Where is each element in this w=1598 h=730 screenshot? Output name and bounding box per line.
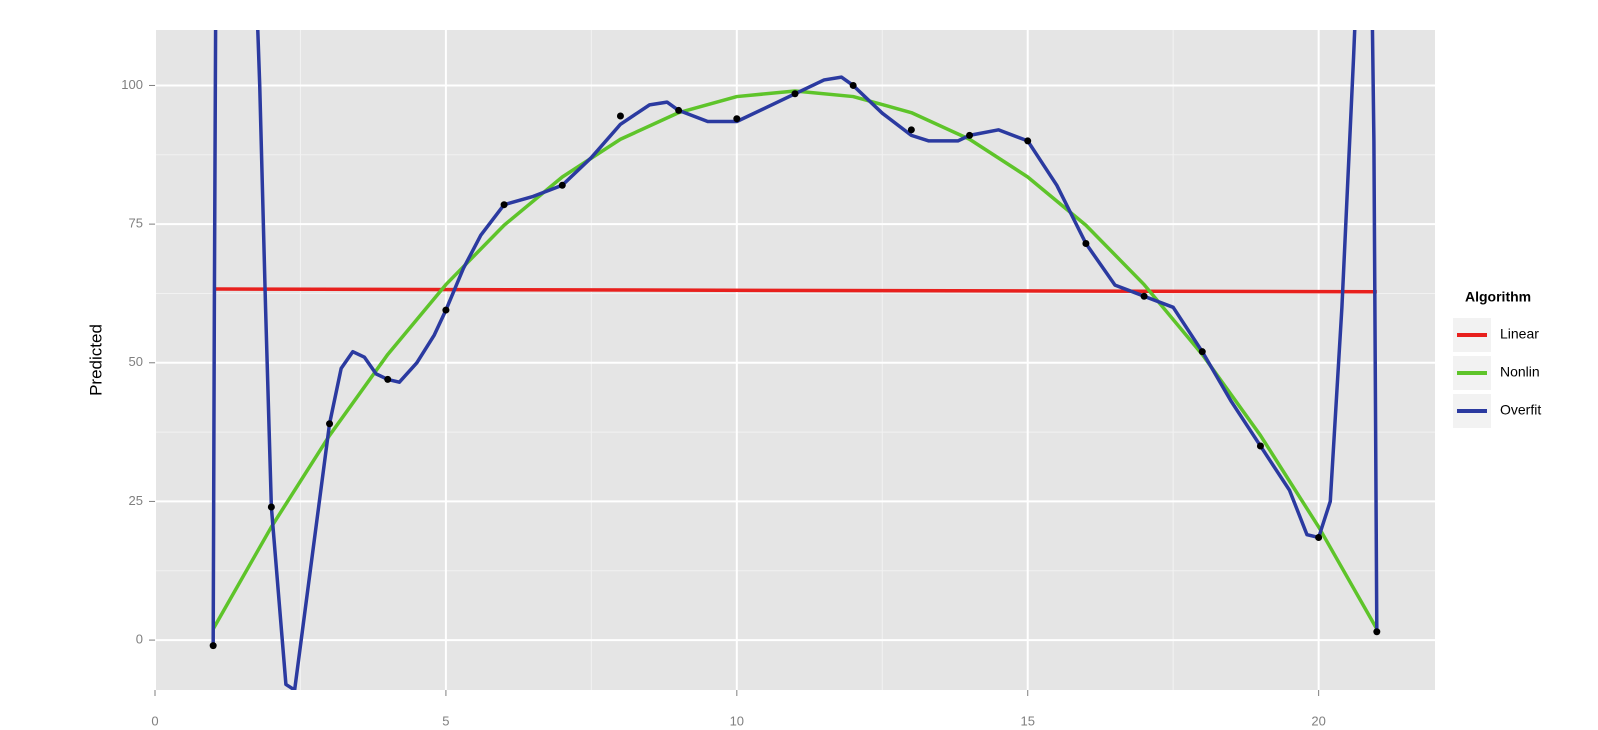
data-point [500, 201, 508, 209]
x-tick-label: 10 [730, 713, 744, 728]
data-point [326, 420, 334, 428]
series-line [211, 30, 1379, 690]
data-point [442, 306, 450, 314]
data-point [616, 112, 624, 120]
data-point [1082, 240, 1090, 248]
data-point [966, 131, 974, 139]
plot-area [209, 30, 1381, 690]
data-point [209, 642, 217, 650]
y-tick-label: 25 [129, 493, 143, 508]
data-point [1373, 628, 1381, 636]
x-tick-label: 5 [442, 713, 449, 728]
y-tick-label: 100 [121, 77, 143, 92]
data-point [849, 81, 857, 89]
data-point [384, 375, 392, 383]
y-axis-title: Predicted [86, 324, 105, 396]
x-tick-label: 0 [151, 713, 158, 728]
data-point [907, 126, 915, 134]
x-tick-label: 20 [1311, 713, 1325, 728]
axes: 0 25 50 75 100 0 5 10 15 20 [121, 77, 1326, 729]
data-point [1256, 442, 1264, 450]
legend-label: Linear [1500, 326, 1539, 342]
legend: Linear Nonlin Overfit [1453, 318, 1541, 428]
data-point [675, 106, 683, 114]
data-point [791, 90, 799, 98]
y-tick-label: 50 [129, 354, 143, 369]
data-point [1024, 137, 1032, 145]
data-point [1315, 533, 1323, 541]
x-tick-label: 15 [1020, 713, 1034, 728]
series-line [213, 287, 1377, 294]
data-point [733, 115, 741, 123]
data-point [1198, 348, 1206, 356]
y-tick-label: 75 [129, 216, 143, 231]
legend-label: Overfit [1500, 402, 1541, 418]
data-point [558, 181, 566, 189]
grid [154, 30, 1435, 690]
legend-label: Nonlin [1500, 364, 1540, 380]
data-point [267, 503, 275, 511]
data-point [1140, 292, 1148, 300]
legend-title: Algorithm [1465, 289, 1531, 305]
y-tick-label: 0 [136, 632, 143, 647]
